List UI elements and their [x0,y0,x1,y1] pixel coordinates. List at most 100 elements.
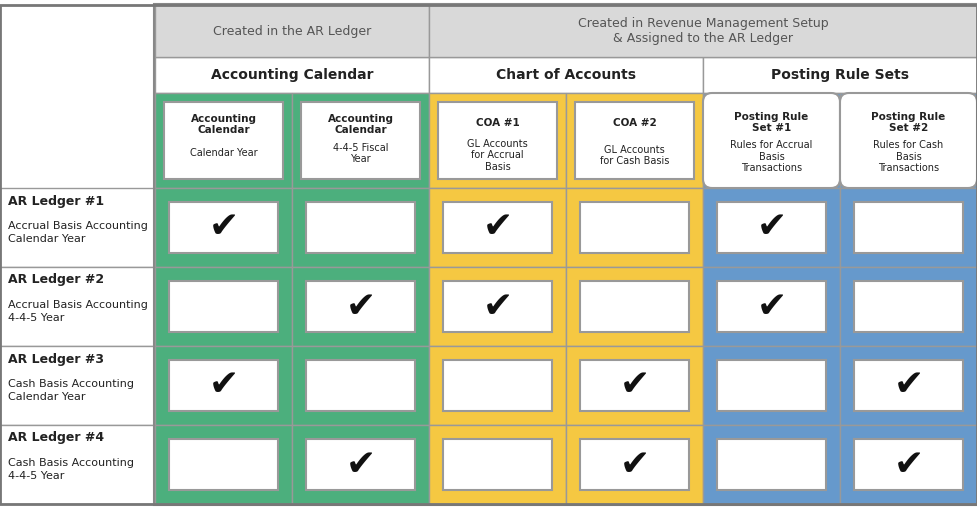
Text: ✔: ✔ [893,447,923,481]
Bar [169,281,278,332]
Bar [306,281,415,332]
Bar [429,346,566,425]
Bar [292,425,429,504]
Text: AR Ledger #3: AR Ledger #3 [8,352,104,366]
Bar [443,281,552,332]
Bar [703,425,840,504]
Bar [703,188,840,267]
Bar [566,346,703,425]
Bar [717,439,826,490]
Text: ✔: ✔ [756,289,786,324]
Bar [164,102,283,179]
Text: Created in the AR Ledger: Created in the AR Ledger [213,25,371,37]
Bar [840,346,977,425]
Bar [580,360,689,411]
Bar [0,425,155,504]
Bar [292,93,429,188]
Bar [703,93,840,188]
Text: Accounting Calendar: Accounting Calendar [211,68,373,82]
Bar [580,439,689,490]
Bar [840,425,977,504]
Text: ✔: ✔ [483,289,513,324]
Text: ✔: ✔ [346,289,375,324]
Text: AR Ledger #1: AR Ledger #1 [8,195,105,207]
Bar [566,188,703,267]
Text: Calendar Year: Calendar Year [190,148,257,159]
Text: ✔: ✔ [346,447,375,481]
Text: COA #2: COA #2 [613,117,657,127]
Bar [443,439,552,490]
Bar [566,267,703,346]
Bar [429,188,566,267]
Text: GL Accounts
for Accrual
Basis: GL Accounts for Accrual Basis [467,139,528,172]
Bar [438,102,557,179]
Bar [429,5,977,57]
Bar [155,346,292,425]
Bar [566,425,703,504]
Bar [155,188,292,267]
Bar [306,439,415,490]
Bar [703,267,840,346]
Bar [292,188,429,267]
Text: ✔: ✔ [208,210,238,245]
Bar [580,202,689,253]
Bar [155,57,429,93]
Bar [854,281,963,332]
Text: Posting Rule
Set #1: Posting Rule Set #1 [735,112,809,133]
Bar [301,102,420,179]
Text: ✔: ✔ [483,210,513,245]
Bar [854,439,963,490]
Bar [854,360,963,411]
Bar [155,267,292,346]
Bar [155,93,292,188]
Bar [703,57,977,504]
Text: Accounting
Calendar: Accounting Calendar [191,114,257,135]
Bar [155,425,292,504]
Text: AR Ledger #2: AR Ledger #2 [8,273,105,287]
Text: Created in Revenue Management Setup
& Assigned to the AR Ledger: Created in Revenue Management Setup & As… [577,17,828,45]
Bar [854,202,963,253]
Bar [840,93,977,188]
Text: ✔: ✔ [619,447,650,481]
Bar [429,425,566,504]
Bar [840,267,977,346]
Text: COA #1: COA #1 [476,117,520,127]
Text: ✔: ✔ [619,369,650,402]
Text: Accounting
Calendar: Accounting Calendar [327,114,394,135]
Text: Chart of Accounts: Chart of Accounts [496,68,636,82]
Text: Accrual Basis Accounting
Calendar Year: Accrual Basis Accounting Calendar Year [8,221,148,244]
Bar [292,346,429,425]
Bar [703,346,840,425]
Bar [155,57,429,504]
FancyBboxPatch shape [703,93,840,188]
Bar [0,188,155,267]
Text: AR Ledger #4: AR Ledger #4 [8,432,105,444]
Bar [717,360,826,411]
Bar [155,5,429,57]
Bar [429,57,703,504]
Text: ✔: ✔ [893,369,923,402]
Bar [0,346,155,425]
Text: GL Accounts
for Cash Basis: GL Accounts for Cash Basis [600,145,669,166]
Text: ✔: ✔ [208,369,238,402]
Text: Accrual Basis Accounting
4-4-5 Year: Accrual Basis Accounting 4-4-5 Year [8,301,148,323]
Text: Created in Revenue Management Setup
& Assigned to the AR Ledger: Created in Revenue Management Setup & As… [577,17,828,45]
Bar [429,57,703,93]
Bar [154,4,977,505]
Bar [566,93,703,188]
Text: Rules for Cash
Basis
Transactions: Rules for Cash Basis Transactions [873,140,944,173]
Bar [443,360,552,411]
Bar [717,202,826,253]
Bar [575,102,694,179]
Bar [292,267,429,346]
Bar [306,202,415,253]
Bar [703,57,977,93]
Text: Rules for Accrual
Basis
Transactions: Rules for Accrual Basis Transactions [731,140,813,173]
Text: 4-4-5 Fiscal
Year: 4-4-5 Fiscal Year [333,143,388,164]
Bar [840,188,977,267]
Bar [443,202,552,253]
Text: Cash Basis Accounting
4-4-5 Year: Cash Basis Accounting 4-4-5 Year [8,458,134,481]
Bar [429,267,566,346]
Bar [169,360,278,411]
Text: Posting Rule
Set #2: Posting Rule Set #2 [871,112,946,133]
